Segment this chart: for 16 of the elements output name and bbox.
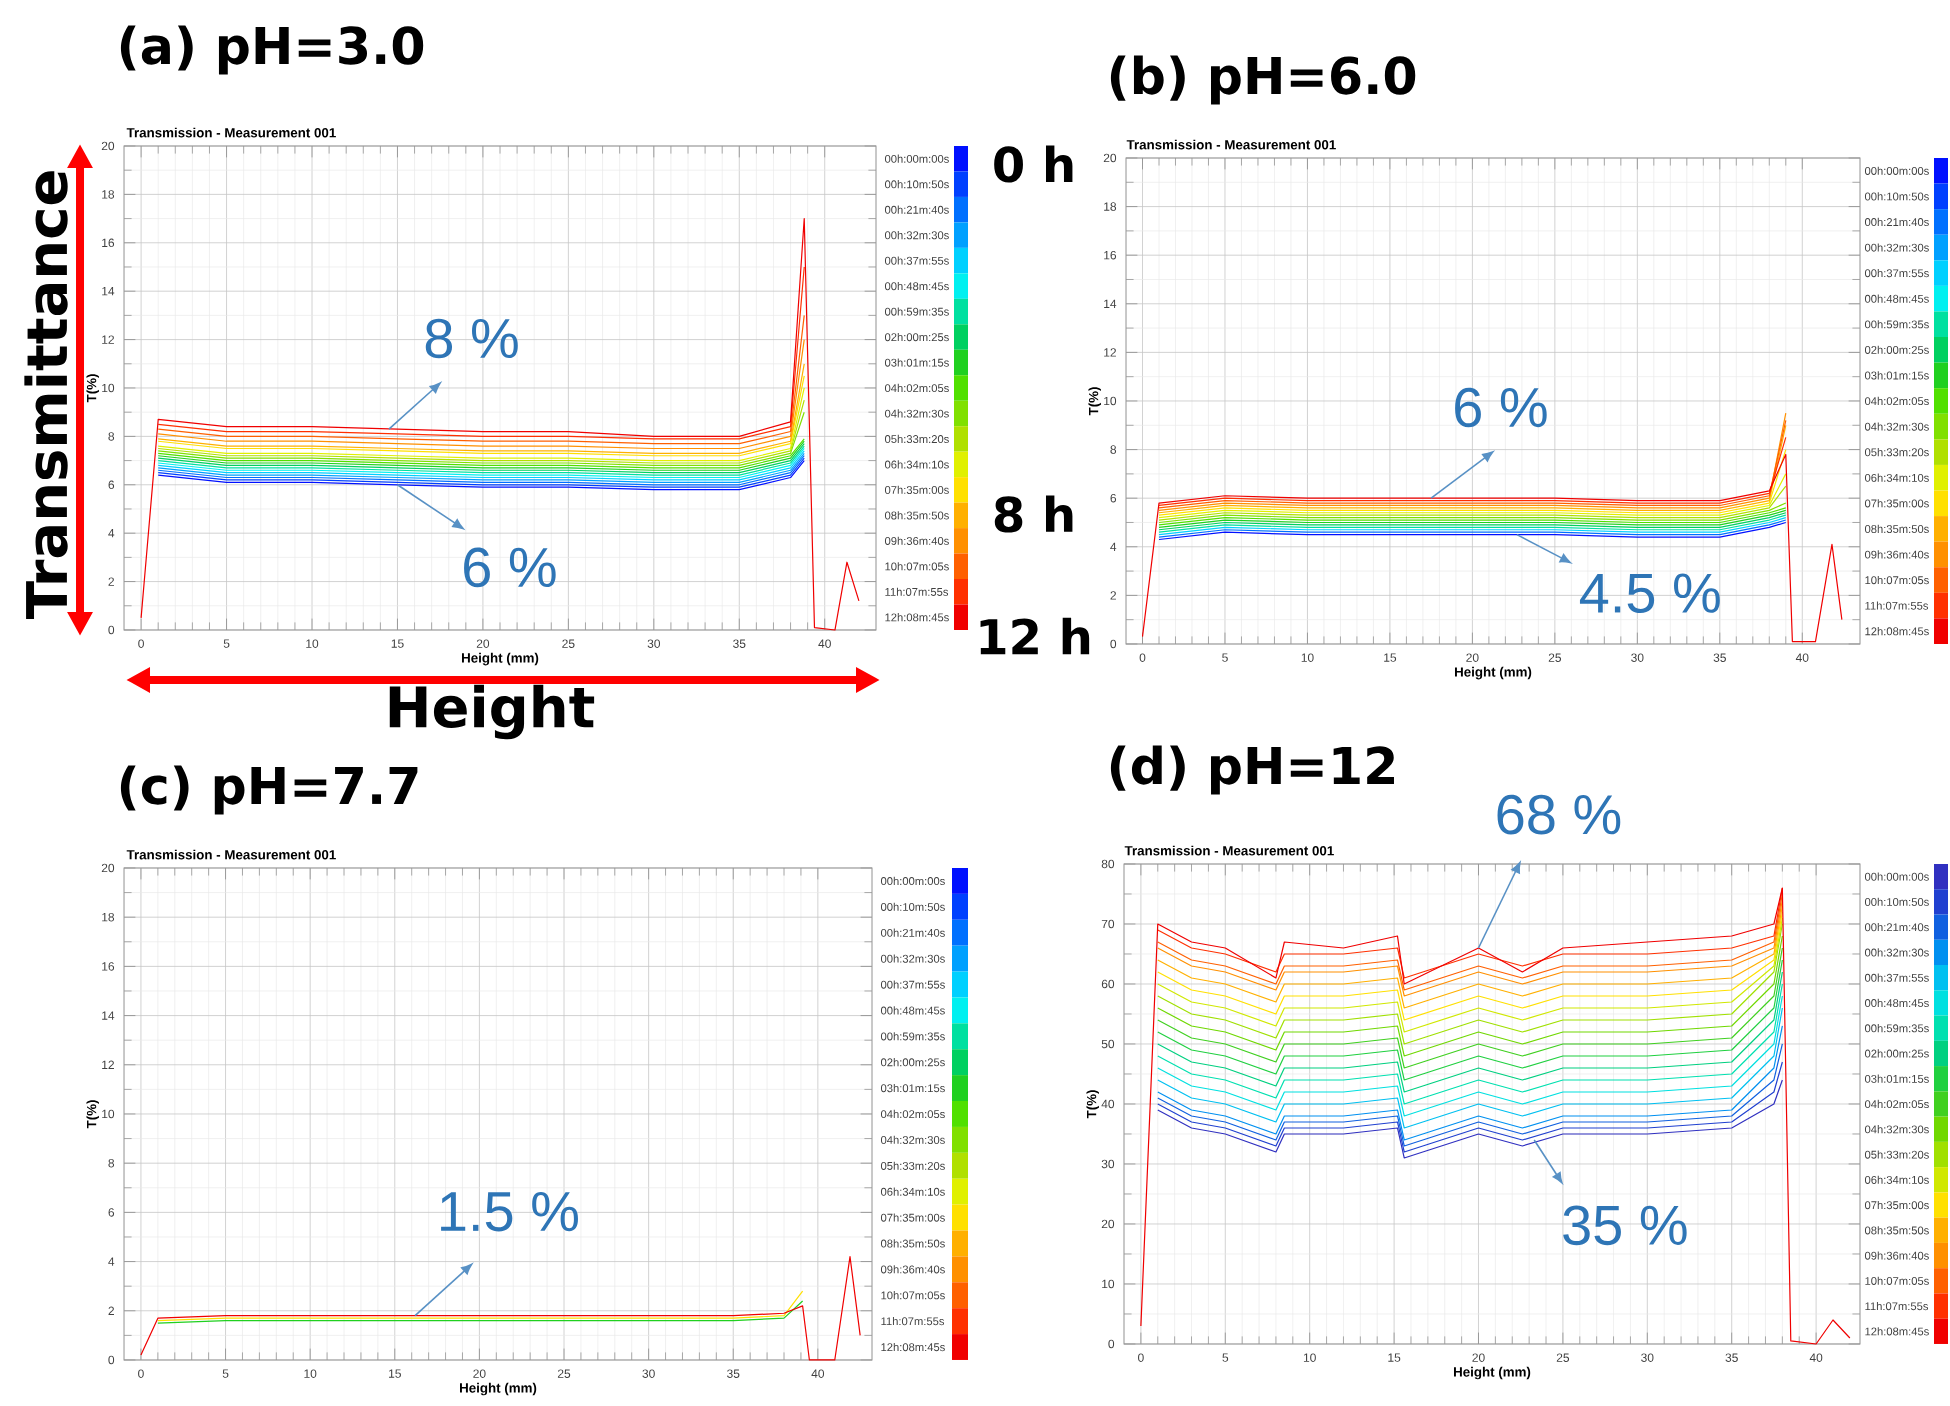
annotation: 68 % [1497, 794, 1621, 835]
text: 0 h [994, 145, 1073, 183]
chart-title: (d) pH=12 [1110, 745, 1394, 795]
annotation: 4.5 % [1579, 573, 1720, 613]
text: 8 h [994, 495, 1073, 533]
text: Height [389, 684, 595, 740]
annotation: 8 % [425, 318, 518, 359]
annotation: 35 % [1563, 1205, 1687, 1246]
chart-title: (b) pH=6.0 [1110, 55, 1416, 105]
chart-title: (a) pH=3.0 [120, 25, 424, 75]
annotation: 6 % [1455, 387, 1547, 428]
annotation: 6 % [464, 547, 556, 588]
text: Transmittance [24, 171, 68, 619]
chart-title: (c) pH=7.7 [120, 765, 418, 815]
annotation: 1.5 % [441, 1191, 578, 1232]
text: 12 h [980, 617, 1090, 655]
